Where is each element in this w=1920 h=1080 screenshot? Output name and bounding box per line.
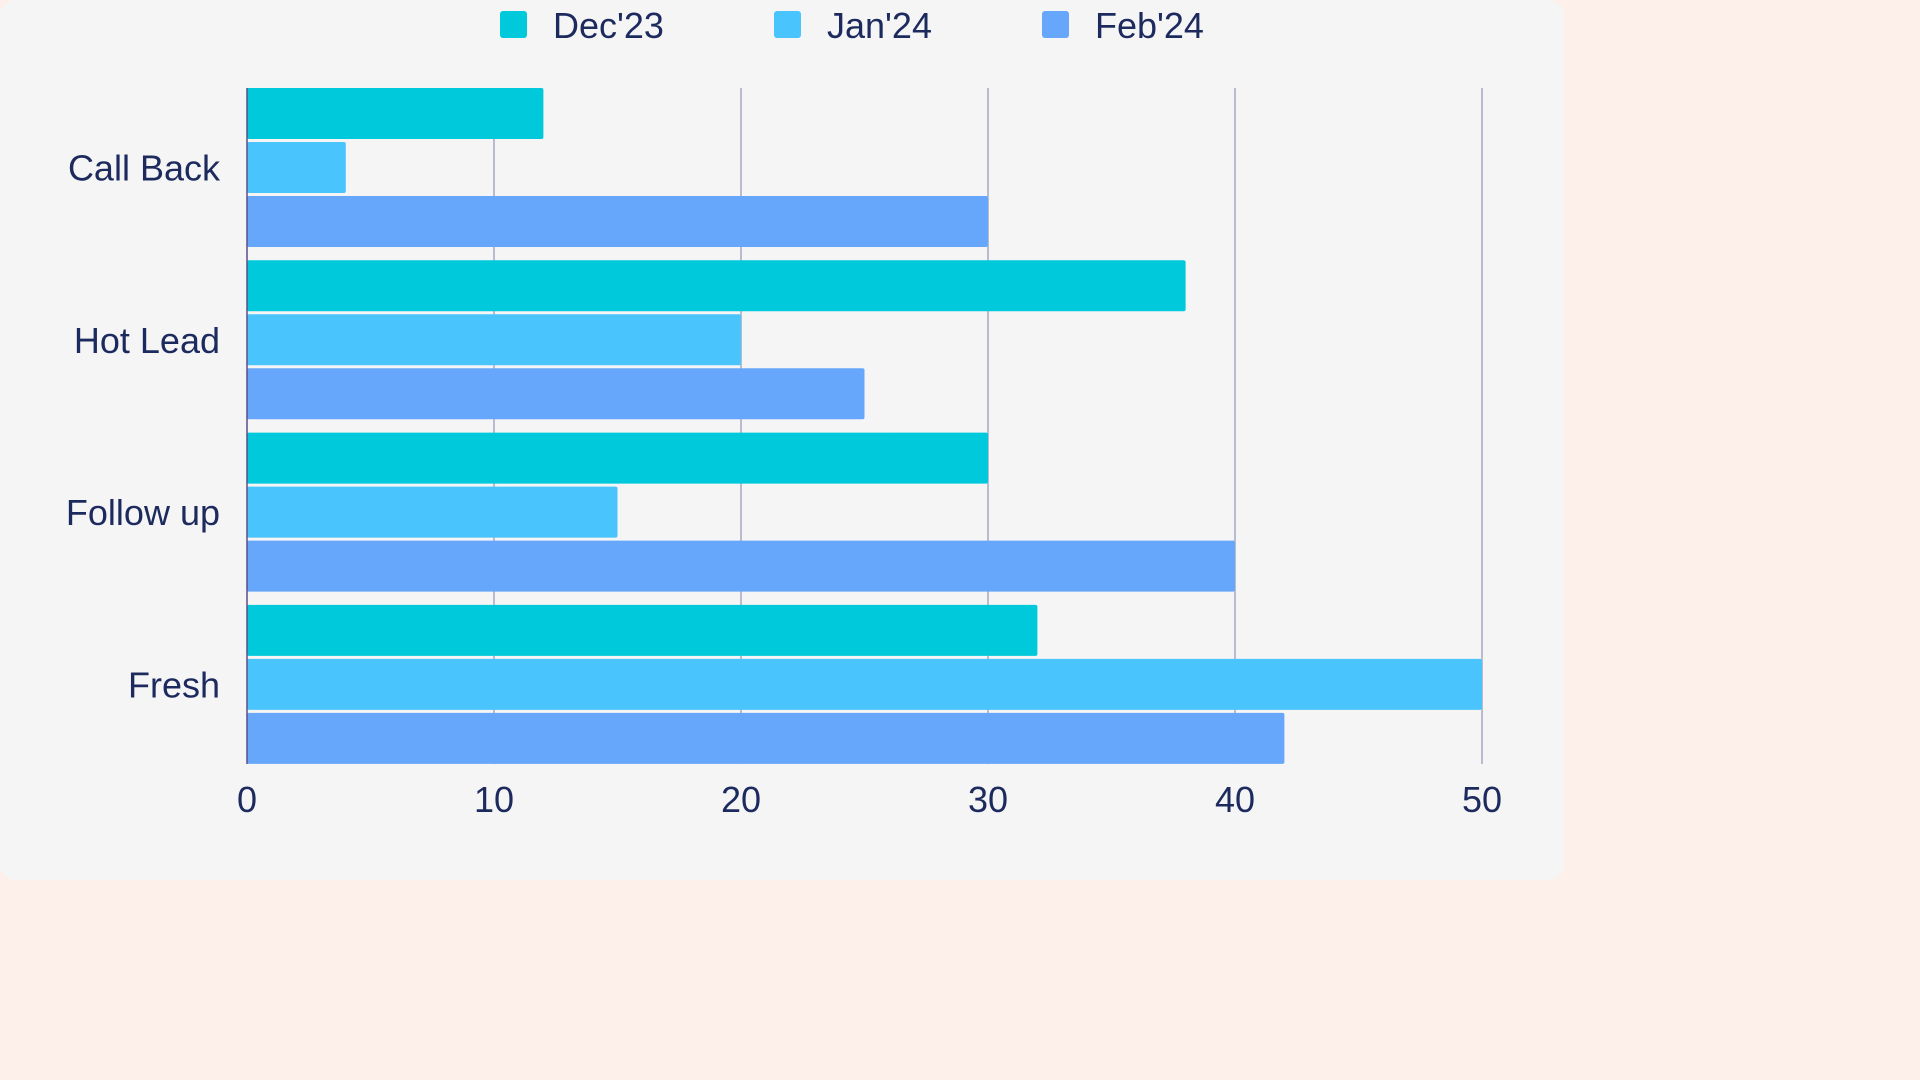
chart-card: Call Back Hot Lead Follow up Fresh 0 10 20 30 4…	[0, 0, 1564, 880]
category-label-hot-lead: Hot Lead	[74, 320, 220, 361]
x-tick-label-20: 20	[721, 779, 761, 820]
bar-hot-lead-jan-24	[247, 314, 741, 366]
bar-call-back-dec-23	[247, 88, 544, 139]
bar-hot-lead-dec-23	[247, 260, 1186, 312]
category-labels: Call Back Hot Lead Follow up Fresh	[66, 148, 221, 706]
bar-call-back-jan-24	[247, 142, 346, 193]
legend-label-feb-24: Feb'24	[1095, 5, 1204, 46]
legend-swatch-feb-24	[1042, 11, 1069, 38]
category-label-follow-up: Follow up	[66, 492, 220, 533]
bar-fresh-jan-24	[247, 658, 1482, 710]
bar-fresh-dec-23	[247, 604, 1038, 656]
category-label-fresh: Fresh	[128, 664, 220, 705]
category-label-call-back: Call Back	[68, 148, 221, 189]
x-tick-label-0: 0	[237, 779, 257, 820]
bar-follow-up-feb-24	[247, 540, 1235, 592]
bar-hot-lead-feb-24	[247, 368, 865, 420]
x-tick-label-10: 10	[474, 779, 514, 820]
bar-fresh-feb-24	[247, 712, 1285, 764]
bar-follow-up-jan-24	[247, 486, 618, 538]
x-tick-labels: 0 10 20 30 40 50	[237, 779, 1502, 820]
legend: Dec'23 Jan'24 Feb'24	[500, 5, 1204, 46]
legend-label-jan-24: Jan'24	[827, 5, 932, 46]
x-tick-label-50: 50	[1462, 779, 1502, 820]
legend-swatch-jan-24	[774, 11, 801, 38]
bar-chart: Call Back Hot Lead Follow up Fresh 0 10 20 30 4…	[66, 5, 1502, 820]
bars	[247, 88, 1482, 764]
bar-follow-up-dec-23	[247, 432, 988, 484]
x-tick-label-40: 40	[1215, 779, 1255, 820]
x-tick-label-30: 30	[968, 779, 1008, 820]
legend-label-dec-23: Dec'23	[553, 5, 664, 46]
legend-swatch-dec-23	[500, 11, 527, 38]
bar-call-back-feb-24	[247, 196, 988, 247]
